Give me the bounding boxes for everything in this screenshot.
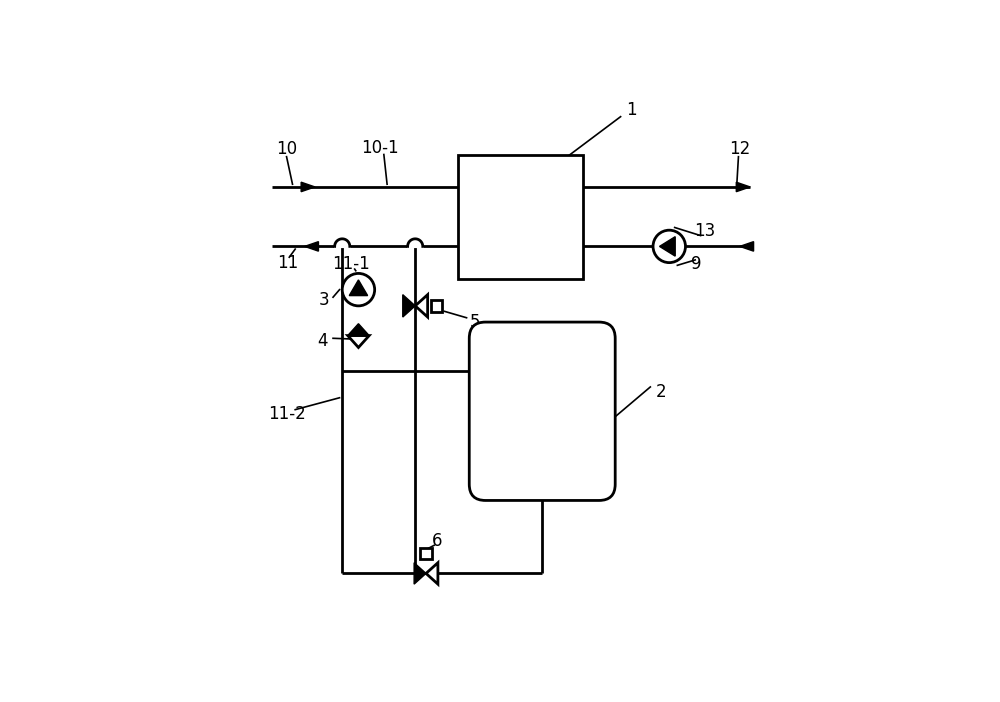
Text: 10-1: 10-1 (361, 139, 399, 157)
Text: 9: 9 (691, 255, 702, 272)
FancyBboxPatch shape (458, 154, 583, 279)
Polygon shape (403, 295, 415, 317)
Text: 13: 13 (694, 223, 715, 240)
Polygon shape (348, 324, 369, 336)
Text: 2: 2 (656, 383, 666, 402)
Text: 3: 3 (319, 291, 330, 310)
Polygon shape (740, 241, 754, 251)
Text: 12: 12 (729, 140, 750, 158)
FancyBboxPatch shape (431, 300, 442, 312)
Polygon shape (736, 183, 750, 192)
Polygon shape (348, 336, 369, 347)
Text: 4: 4 (317, 332, 327, 350)
Polygon shape (660, 237, 675, 256)
Text: 6: 6 (432, 532, 442, 550)
Polygon shape (305, 241, 318, 251)
Polygon shape (414, 563, 426, 584)
Polygon shape (426, 563, 438, 584)
Polygon shape (415, 295, 428, 317)
Circle shape (342, 274, 375, 306)
Text: 11-1: 11-1 (333, 255, 370, 272)
Text: 5: 5 (469, 313, 480, 331)
Polygon shape (301, 183, 315, 192)
Text: 11-2: 11-2 (268, 405, 305, 423)
FancyBboxPatch shape (469, 322, 615, 501)
Text: 10: 10 (276, 140, 297, 158)
Text: 1: 1 (626, 101, 637, 119)
FancyBboxPatch shape (420, 548, 432, 559)
Polygon shape (349, 280, 368, 296)
Text: 11: 11 (278, 253, 299, 272)
Circle shape (653, 230, 685, 263)
